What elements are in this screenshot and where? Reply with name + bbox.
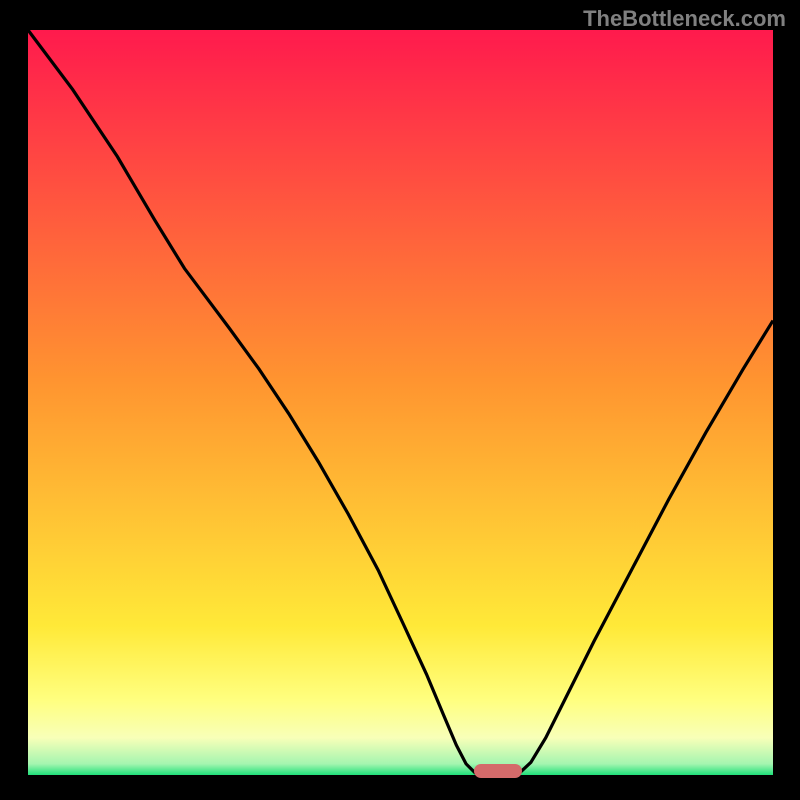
chart-svg bbox=[28, 30, 773, 775]
bottleneck-chart bbox=[28, 30, 773, 775]
optimal-marker bbox=[474, 764, 522, 778]
watermark-text: TheBottleneck.com bbox=[583, 6, 786, 32]
bottleneck-curve bbox=[28, 30, 773, 775]
